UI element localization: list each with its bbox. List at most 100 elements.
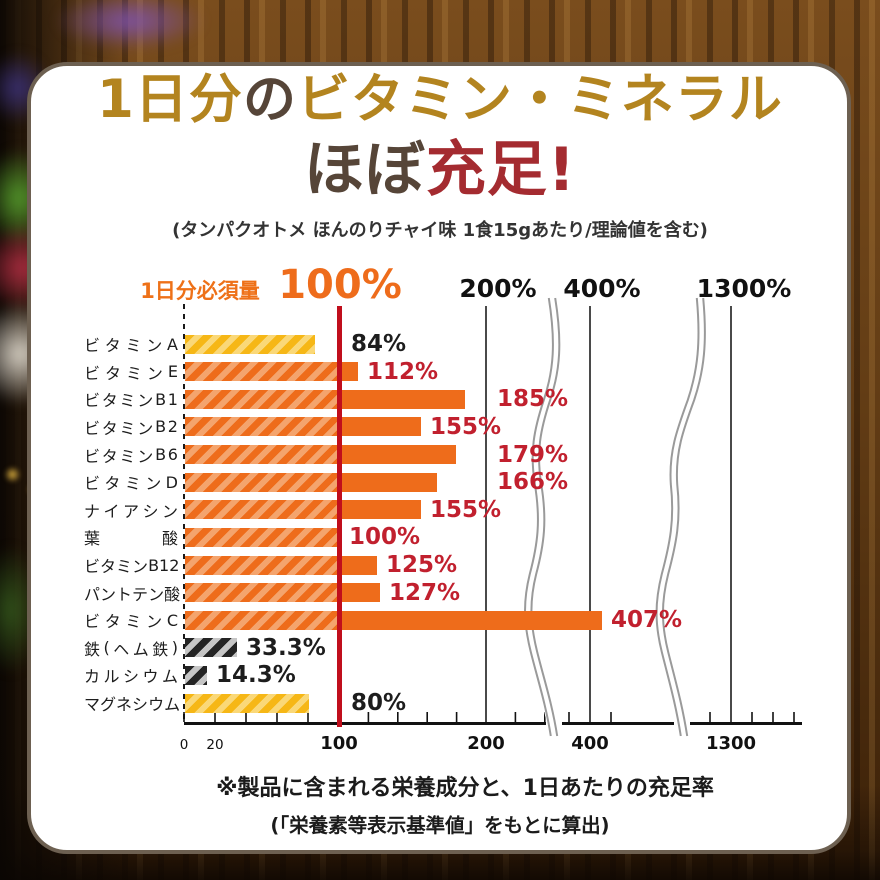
category-char: 鉄 xyxy=(152,639,169,659)
bar-ビタミンB1 xyxy=(185,389,465,409)
category-char: 6 xyxy=(167,445,178,464)
category-char: ン xyxy=(146,612,163,632)
bar-パントテン酸 xyxy=(185,583,380,603)
category-char: タ xyxy=(104,336,121,355)
category-char: 酸 xyxy=(164,584,181,604)
category-char: シ xyxy=(142,501,159,521)
bar-葉酸 xyxy=(185,527,340,547)
category-char: カ xyxy=(84,667,101,687)
bar-overflow-solid xyxy=(340,417,421,437)
title-segment: ほぼ xyxy=(303,134,426,205)
category-char: ネ xyxy=(116,695,133,715)
category-char: ビ xyxy=(84,336,101,355)
category-char: ミ xyxy=(125,363,142,383)
category-char: ン xyxy=(161,501,178,521)
category-char: ン xyxy=(132,557,149,576)
value-label: 112% xyxy=(367,358,439,385)
value-label: 84% xyxy=(351,331,407,357)
bar-マグネシウム xyxy=(185,693,309,713)
category-char: 1 xyxy=(159,555,170,575)
category-char: 2 xyxy=(167,417,178,437)
value-label: 155% xyxy=(430,413,502,440)
threshold-100-label: 100% xyxy=(278,262,402,308)
category-char: ミ xyxy=(124,474,141,494)
bar-ビタミンB2 xyxy=(185,417,421,437)
title-segment: の xyxy=(242,69,297,130)
value-label: 125% xyxy=(386,552,458,578)
category-char: D xyxy=(165,472,178,492)
category-label: カルシウム xyxy=(84,665,178,686)
upper-axis-header: 400% xyxy=(563,273,641,303)
reference-line-100 xyxy=(337,306,342,727)
category-char: テ xyxy=(132,584,149,604)
category-char: ン xyxy=(137,418,154,438)
bar-ナイアシン xyxy=(185,500,421,520)
category-char: 鉄 xyxy=(84,639,101,659)
category-char: タ xyxy=(104,612,121,632)
category-char: E xyxy=(167,362,178,382)
title-segment: 充足! xyxy=(425,134,577,205)
category-char: A xyxy=(167,334,178,354)
bar-overflow-solid xyxy=(340,555,377,575)
requirement-label: 1日分必須量 xyxy=(140,279,260,303)
category-char: 酸 xyxy=(161,529,178,549)
value-label: 100% xyxy=(349,524,421,551)
bar-カルシウム xyxy=(185,665,208,685)
category-char: ヘ xyxy=(113,639,130,659)
category-char: ミ xyxy=(119,418,136,438)
chickpea-photo xyxy=(4,466,21,483)
category-char: C xyxy=(166,610,178,630)
value-label: 155% xyxy=(430,496,502,523)
category-char: ビ xyxy=(84,446,101,466)
bar-overflow-solid xyxy=(340,362,358,382)
category-char: ミ xyxy=(125,612,142,632)
main-title-line2: ほぼ 充足! xyxy=(0,130,880,205)
category-char: 1 xyxy=(167,389,178,409)
category-char: タ xyxy=(104,363,121,383)
category-char: B xyxy=(155,389,167,409)
bar-ビタミンD xyxy=(185,472,437,492)
category-char: ム xyxy=(132,639,149,659)
bar-overflow-solid xyxy=(340,445,457,464)
bar-ビタミンA xyxy=(185,334,316,354)
value-label: 80% xyxy=(351,690,407,717)
bar-ビタミンC xyxy=(185,610,603,630)
title-segment: ビタミン・ミネラル xyxy=(296,69,783,130)
category-char: B xyxy=(155,445,167,464)
bar-overflow-solid xyxy=(340,500,421,520)
bar-overflow-solid xyxy=(340,610,603,630)
category-char: タ xyxy=(101,391,118,411)
category-char: ミ xyxy=(125,336,142,355)
category-char: ト xyxy=(116,584,133,604)
purple-flower-photo xyxy=(55,0,205,50)
category-char: タ xyxy=(104,474,121,494)
category-char: グ xyxy=(100,695,117,715)
category-char: ミ xyxy=(119,446,136,466)
category-char: ビ xyxy=(84,474,101,494)
bar-鉄(ヘム鉄) xyxy=(185,638,237,658)
value-label: 14.3% xyxy=(216,662,296,689)
category-char: ビ xyxy=(84,391,101,411)
category-char: ミ xyxy=(119,391,136,411)
x-tick-label: 400 xyxy=(571,733,609,754)
category-char: 葉 xyxy=(84,529,101,549)
category-char: B xyxy=(155,417,167,437)
category-char: ビ xyxy=(84,363,101,383)
category-char: ア xyxy=(122,501,139,521)
category-char: シ xyxy=(122,667,139,687)
category-label: 鉄(ヘム鉄) xyxy=(84,637,178,659)
category-label: ナイアシン xyxy=(84,499,178,521)
bar-overflow-solid xyxy=(340,472,437,492)
value-label: 127% xyxy=(389,579,461,606)
x-tick-label: 100 xyxy=(320,733,358,754)
category-char: 2 xyxy=(169,555,180,575)
category-label: パントテン酸 xyxy=(84,582,181,604)
category-char: ビ xyxy=(84,418,101,438)
